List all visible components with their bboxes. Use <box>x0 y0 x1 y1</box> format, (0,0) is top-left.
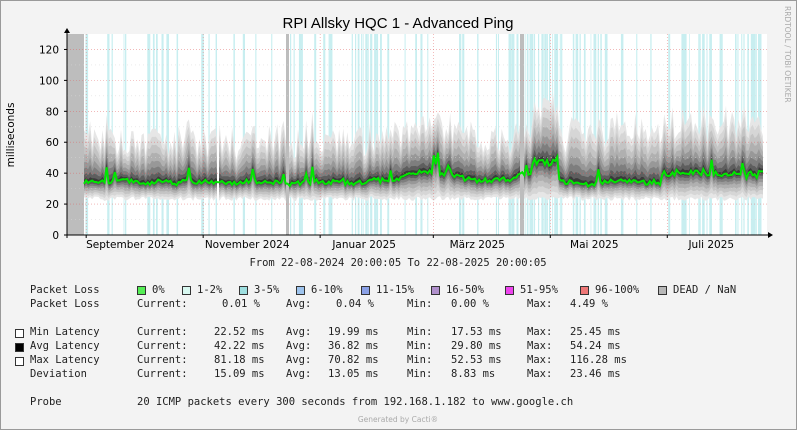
x-tick-label: Juli 2025 <box>687 239 734 251</box>
y-axis-label: milliseconds <box>5 103 17 168</box>
y-tick-label: 20 <box>46 199 59 211</box>
loss-band <box>233 34 235 235</box>
loss-band <box>374 34 377 235</box>
loss-band <box>290 34 292 235</box>
loss-band <box>511 34 515 235</box>
chart-title: RPI Allsky HQC 1 - Advanced Ping <box>283 15 514 32</box>
loss-band <box>529 34 532 235</box>
loss-band <box>362 34 364 235</box>
loss-band <box>329 34 333 235</box>
date-range: From 22-08-2024 20:00:05 To 22-08-2025 2… <box>249 257 546 269</box>
loss-band <box>255 34 257 235</box>
dead-band <box>286 34 289 235</box>
avg-latency-line <box>83 152 764 188</box>
loss-band <box>208 34 210 235</box>
loss-band <box>201 34 204 235</box>
x-tick-label: Mai 2025 <box>570 239 618 251</box>
y-tick-label: 0 <box>52 230 59 242</box>
y-tick-label: 80 <box>46 106 59 118</box>
loss-band <box>242 34 245 235</box>
loss-band <box>508 34 512 235</box>
y-tick-label: 120 <box>39 44 59 56</box>
smoke-layer-7 <box>84 149 763 188</box>
loss-band <box>328 34 330 235</box>
x-tick-label: September 2024 <box>86 239 174 251</box>
loss-band <box>293 34 295 235</box>
loss-band <box>370 34 373 235</box>
loss-band <box>387 34 390 235</box>
data-gap <box>217 34 219 235</box>
loss-band <box>365 34 368 235</box>
loss-band <box>314 34 317 235</box>
loss-band <box>477 34 479 235</box>
loss-band <box>495 34 497 235</box>
y-tick-label: 100 <box>39 75 59 87</box>
x-tick-label: März 2025 <box>450 239 505 251</box>
loss-band <box>215 34 218 235</box>
loss-band <box>301 34 303 235</box>
loss-band <box>124 34 127 235</box>
dead-band <box>520 34 524 235</box>
loss-band <box>161 34 164 235</box>
y-axis-arrow <box>64 28 70 33</box>
loss-band <box>706 34 708 235</box>
x-tick-label: Januar 2025 <box>331 239 396 251</box>
loss-band <box>323 34 325 235</box>
loss-band <box>604 34 608 235</box>
loss-band <box>593 34 596 235</box>
footer-generated: Generated by Cacti® <box>358 415 438 424</box>
loss-band <box>497 34 499 235</box>
x-tick-label: November 2024 <box>205 239 290 251</box>
loss-band <box>594 34 597 235</box>
loss-band <box>351 34 353 235</box>
loss-band <box>583 34 586 235</box>
y-tick-label: 60 <box>46 137 59 149</box>
y-tick-label: 40 <box>46 168 59 180</box>
loss-band <box>166 34 169 235</box>
dead-band <box>67 34 84 235</box>
loss-band <box>176 34 178 235</box>
loss-band <box>271 34 273 235</box>
loss-band <box>367 34 369 235</box>
watermark: RRDTOOL / TOBI OETIKER <box>783 6 792 103</box>
loss-band <box>123 34 125 235</box>
x-axis-arrow <box>768 232 773 238</box>
loss-band <box>299 34 302 235</box>
loss-band <box>177 34 179 235</box>
loss-band <box>380 34 382 235</box>
